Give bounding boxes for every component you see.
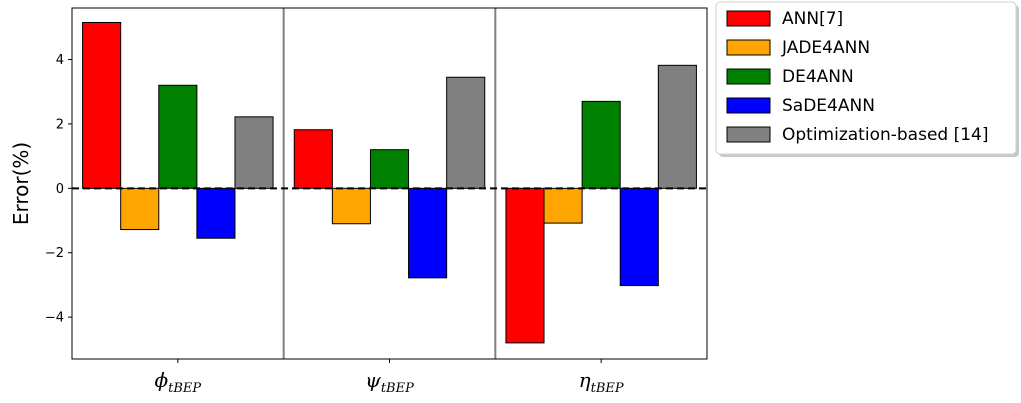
legend-swatch	[726, 10, 771, 27]
bar-de4ann-1	[369, 149, 410, 189]
bar-optimization-based-14-1	[446, 76, 486, 189]
legend: ANN[7] JADE4ANN DE4ANN SaDE4ANN Optimization…	[715, 1, 1019, 157]
bar-sade4ann-1	[408, 187, 448, 279]
y-tick-label: 4	[56, 53, 64, 68]
bar-jade4ann-2	[543, 187, 583, 224]
y-axis-label: Error(%)	[9, 142, 33, 225]
bar-sade4ann-2	[619, 187, 659, 287]
bar-ann-7-0	[82, 21, 122, 189]
bar-de4ann-2	[581, 100, 621, 189]
x-tick-label: ηtBEP	[579, 368, 624, 396]
legend-label: JADE4ANN	[781, 38, 870, 58]
x-tick-label: ϕtBEP	[155, 368, 202, 396]
bar-ann-7-2	[505, 187, 545, 344]
group-separators	[282, 8, 497, 359]
bars-layer	[82, 21, 697, 344]
bar-de4ann-0	[158, 84, 198, 189]
x-tick-label: ψtBEP	[365, 368, 414, 396]
y-tick-label: 2	[56, 117, 64, 132]
legend-swatch	[726, 97, 771, 114]
bar-jade4ann-0	[120, 187, 160, 231]
legend-swatch	[726, 39, 771, 56]
bar-optimization-based-14-0	[234, 116, 274, 189]
y-axis: −4 −2 0 2 4	[45, 53, 72, 326]
bar-jade4ann-1	[331, 187, 371, 225]
legend-label: ANN[7]	[782, 9, 843, 29]
legend-label: DE4ANN	[782, 67, 854, 87]
bar-sade4ann-0	[196, 187, 236, 239]
legend-label: SaDE4ANN	[782, 96, 875, 116]
legend-box	[715, 1, 1017, 155]
x-axis: ϕtBEP ψtBEP ηtBEP	[155, 359, 624, 396]
y-tick-label: 0	[56, 182, 64, 197]
y-tick-label: −4	[45, 311, 64, 326]
bar-optimization-based-14-2	[657, 64, 697, 189]
legend-swatch	[726, 126, 771, 143]
y-tick-label: −2	[45, 246, 64, 261]
legend-swatch	[726, 68, 771, 85]
bar-ann-7-1	[293, 129, 333, 189]
legend-label: Optimization-based [14]	[782, 125, 989, 145]
